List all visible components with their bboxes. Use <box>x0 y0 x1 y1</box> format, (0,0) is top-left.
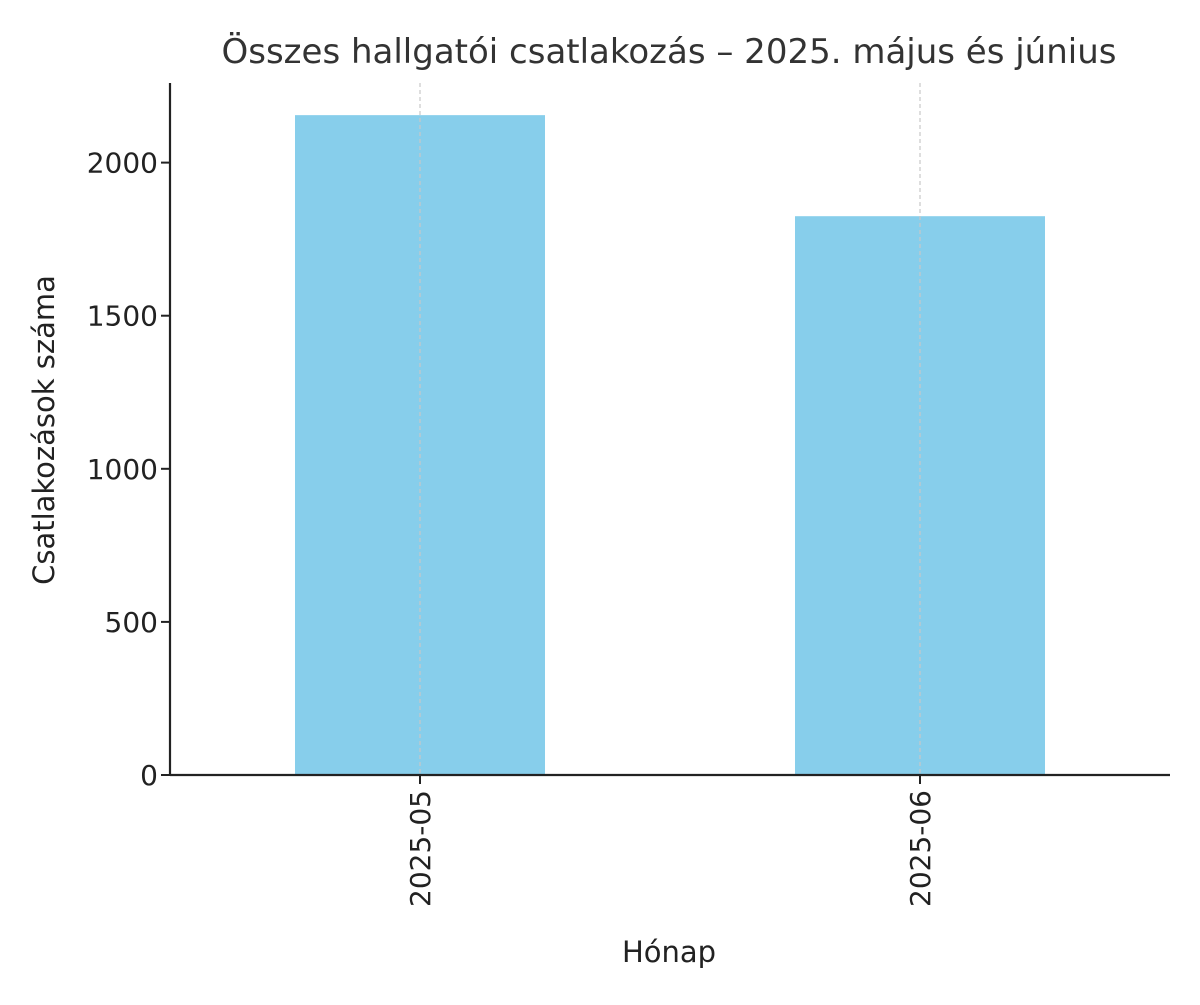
y-tick-label-500: 500 <box>105 606 158 639</box>
x-tick-label-2025-06: 2025-06 <box>904 790 937 907</box>
x-axis-label: Hónap <box>622 935 716 969</box>
ticks-layer: 0 500 1000 1500 2000 2025-05 2025-06 <box>87 147 937 907</box>
bars-layer <box>295 115 1045 775</box>
y-tick-label-1500: 1500 <box>87 300 158 333</box>
y-tick-label-0: 0 <box>140 759 158 792</box>
y-axis-label: Csatlakozások száma <box>27 275 61 585</box>
bar-2025-05 <box>295 115 545 775</box>
grid-layer <box>419 83 921 775</box>
axes-layer <box>168 83 1170 777</box>
chart-title: Összes hallgatói csatlakozás – 2025. máj… <box>221 31 1116 72</box>
y-tick-label-1000: 1000 <box>87 453 158 486</box>
y-tick-label-2000: 2000 <box>87 147 158 180</box>
x-tick-label-2025-05: 2025-05 <box>404 790 437 907</box>
